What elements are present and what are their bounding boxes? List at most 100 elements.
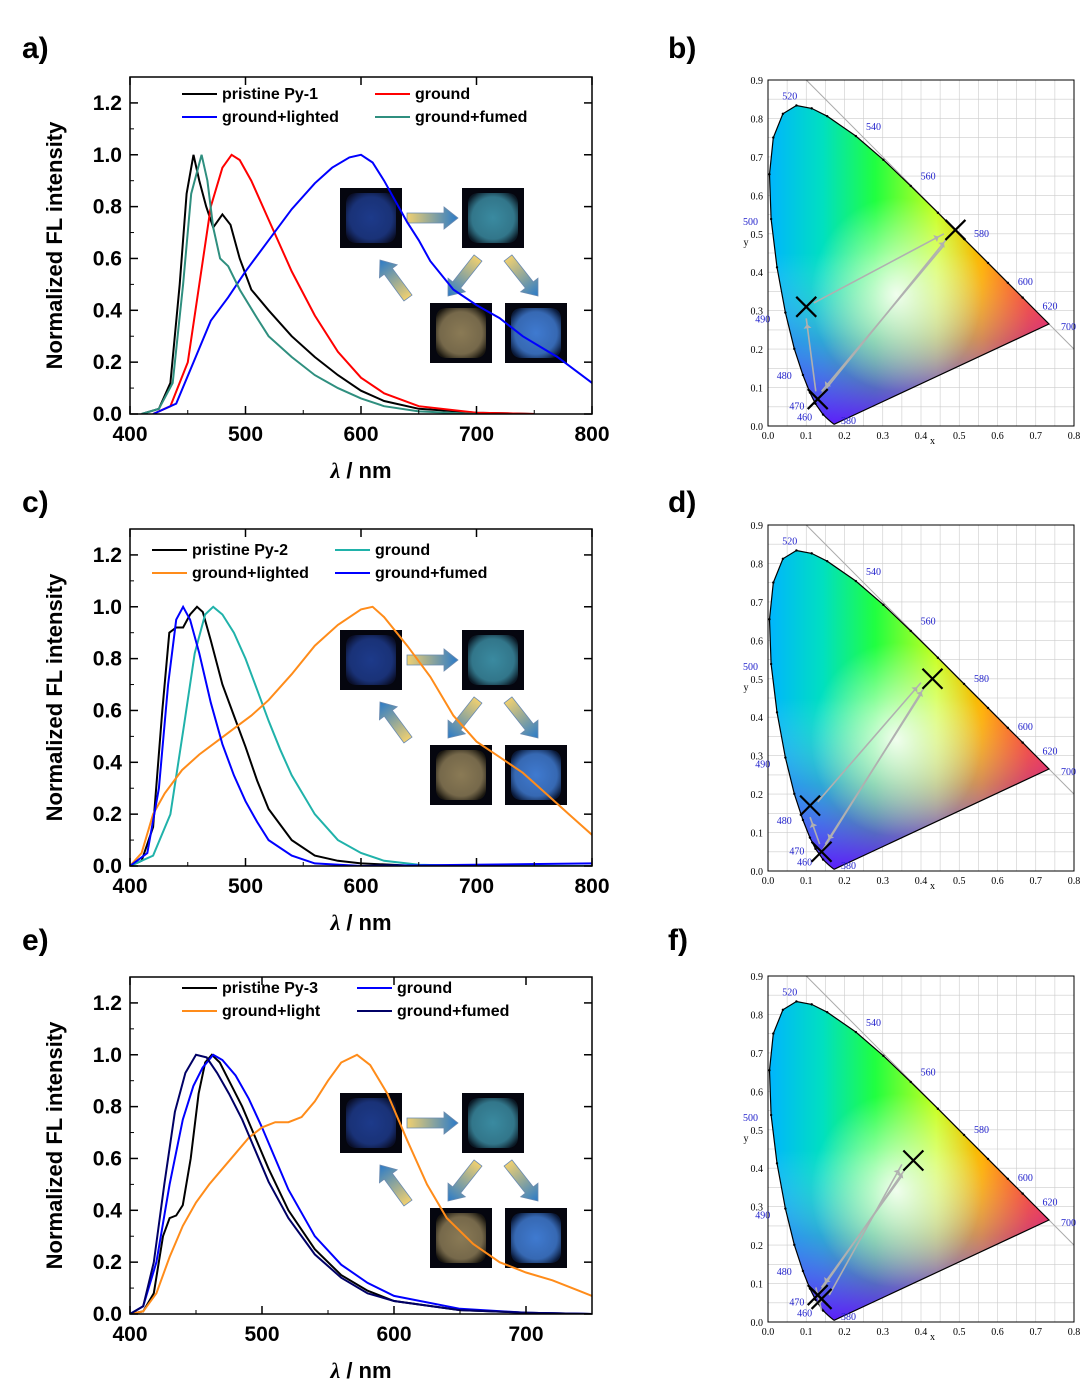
cie-y-tick-label: 0.6	[751, 636, 764, 647]
cie-x-tick-label: 0.7	[1030, 876, 1043, 887]
cie-locus-tick	[882, 603, 885, 607]
cie-x-tick-label: 0.2	[838, 431, 851, 442]
cie-y-tick-label: 0.0	[751, 1318, 764, 1329]
cie-y-tick-label: 0.0	[751, 867, 764, 878]
x-axis-title-symbol: λ	[329, 1358, 340, 1383]
cie-y-tick-label: 0.7	[751, 598, 764, 609]
cie-locus-tick	[795, 1000, 798, 1003]
cie-locus-tick	[909, 629, 912, 633]
cie-locus-tick	[784, 756, 787, 759]
photo-ground-lighted-glow	[436, 1213, 486, 1263]
cie-y-tick-label: 0.5	[751, 675, 764, 686]
cie-locus-tick	[801, 1269, 805, 1273]
cie-frame	[767, 975, 1075, 1323]
cie-locus-tick	[793, 792, 796, 796]
cie-arrow-grind-head	[916, 691, 923, 698]
cie-x-axis-title: x	[930, 1332, 935, 1343]
cie-wavelength-label: 580	[974, 1125, 989, 1136]
cie-locus-tick	[772, 136, 775, 139]
y-tick-label: 0.2	[93, 351, 122, 374]
legend-label-2: ground	[375, 542, 430, 559]
cie-locus-tick	[814, 847, 817, 850]
cie-wavelength-label: 600	[1018, 277, 1033, 288]
photo-ground-glow	[468, 1098, 518, 1148]
cie-x-tick-label: 0.2	[838, 1327, 851, 1338]
cie-wavelength-label: 560	[921, 1068, 936, 1079]
cie-locus-tick	[825, 114, 829, 118]
series-line-4	[130, 1053, 592, 1314]
cie-wavelength-label: 500	[743, 217, 758, 228]
x-axis-title-unit: / nm	[340, 910, 391, 935]
arrow-light	[447, 254, 483, 297]
cie-locus-tick	[854, 134, 858, 138]
legend-label-3: ground+lighted	[192, 565, 309, 582]
spectrum-panel-c: c) 400 500 600 700 800 0.0 0.2 0.4 0.6 0.8 1.0 1.2 λ …	[22, 486, 610, 935]
cie-locus-tick	[810, 1003, 813, 1006]
series-line-1	[141, 154, 535, 414]
cie-x-tick-label: 0.0	[762, 1327, 775, 1338]
cie-locus-tick	[801, 818, 805, 822]
spectrum-panel-e: e) 400 500 600 700 0.0 0.2 0.4 0.6 0.8 1.0 1.2 λ / n…	[22, 924, 593, 1383]
arrow-recover	[379, 701, 413, 744]
cie-wavelength-label: 520	[782, 987, 797, 998]
cie-wavelength-label: 580	[974, 674, 989, 685]
cie-x-axis-title: x	[930, 881, 935, 892]
y-axis-title: Normalized FL intensity	[42, 121, 67, 370]
cie-locus-tick	[909, 1080, 912, 1084]
photo-ground-glow	[468, 193, 518, 243]
cie-arrow-back-head	[827, 833, 835, 840]
cie-locus-tick	[793, 1243, 796, 1247]
cie-point-marker-2	[810, 1288, 833, 1310]
arrow-fume	[503, 1159, 539, 1202]
cie-y-axis-title: y	[744, 682, 749, 693]
x-tick-label: 500	[244, 1323, 279, 1346]
cie-wavelength-label: 700	[1061, 322, 1076, 333]
cie-wavelength-label: 540	[866, 122, 881, 133]
cie-x-tick-label: 0.8	[1068, 1327, 1081, 1338]
cie-x-tick-label: 0.7	[1030, 431, 1043, 442]
y-tick-label: 0.4	[93, 1199, 123, 1222]
cie-locus-tick	[795, 104, 798, 107]
cie-wavelength-label: 470	[789, 1298, 804, 1309]
cie-locus-tick	[936, 211, 940, 214]
x-axis-title: λ / nm	[329, 458, 391, 483]
series-line-3	[130, 605, 592, 866]
series-line-2	[130, 1053, 592, 1314]
cie-wavelength-label: 490	[755, 760, 770, 771]
cie-y-tick-label: 0.9	[751, 521, 764, 532]
y-tick-label: 1.0	[93, 1044, 122, 1067]
cie-arrow-light	[817, 682, 922, 803]
cie-y-tick-label: 0.2	[751, 790, 764, 801]
cie-arrow-back-head	[824, 381, 832, 387]
cie-y-tick-label: 0.8	[751, 1010, 764, 1021]
x-tick-label: 400	[112, 1323, 147, 1346]
cie-y-tick-label: 0.3	[751, 752, 764, 763]
cie-y-tick-label: 0.5	[751, 230, 764, 241]
x-axis-title: λ / nm	[329, 910, 391, 935]
cie-locus-tick	[962, 682, 966, 686]
cie-arrow-fume	[815, 1287, 823, 1311]
cie-arrow-light-head	[911, 687, 918, 693]
cie-wavelength-label: 620	[1042, 746, 1057, 757]
series-line-2	[152, 153, 535, 414]
panel-label: f)	[668, 924, 688, 957]
cie-y-tick-label: 0.9	[751, 76, 764, 87]
cie-arrow-back	[820, 244, 945, 392]
cie-frame	[767, 524, 1075, 872]
y-tick-label: 0.2	[93, 1251, 122, 1274]
cie-locus-tick	[769, 217, 773, 221]
cie-point-marker-3	[902, 1149, 925, 1172]
arrow-light	[447, 1159, 483, 1202]
cie-wavelength-label: 460	[797, 412, 812, 423]
y-tick-label: 0.8	[93, 648, 123, 671]
cie-locus-tick	[795, 549, 798, 552]
y-tick-label: 1.2	[93, 992, 122, 1015]
series-line-1	[130, 1053, 592, 1314]
cie-arrow-back	[820, 1175, 903, 1288]
cie-locus-tick	[882, 1054, 885, 1058]
cie-point-marker-2	[795, 296, 818, 318]
cie-arrow-fume	[805, 318, 817, 392]
cie-locus-tick	[781, 1008, 785, 1012]
cie-locus-tick	[801, 373, 805, 377]
panel-label: d)	[668, 486, 696, 519]
